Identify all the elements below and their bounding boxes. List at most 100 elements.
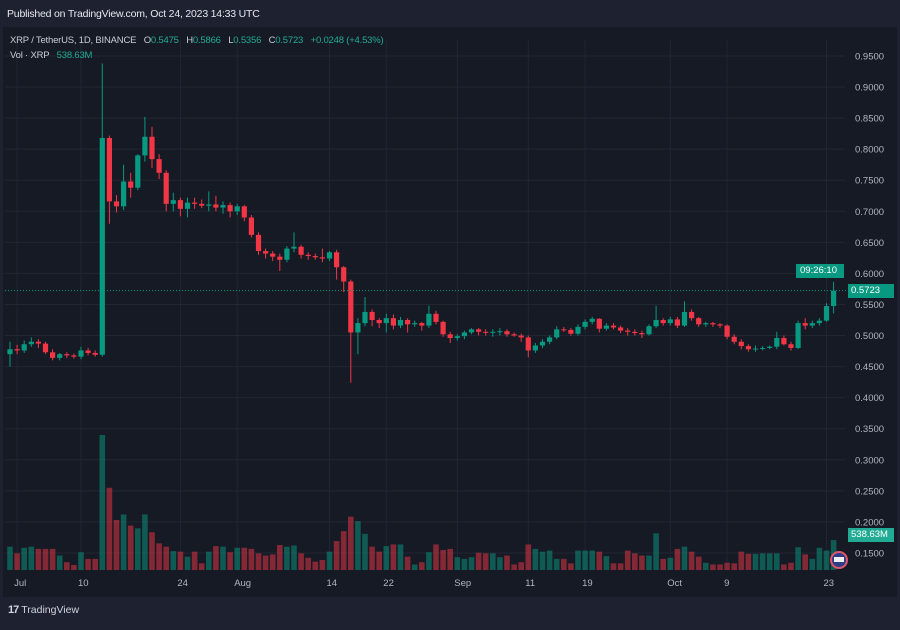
candle[interactable] [582, 319, 588, 330]
candle[interactable] [277, 253, 283, 271]
candle[interactable] [710, 321, 716, 327]
candle[interactable] [42, 341, 49, 355]
candle[interactable] [454, 334, 460, 341]
candle[interactable] [603, 323, 609, 331]
candle[interactable] [490, 329, 496, 337]
candle[interactable] [483, 329, 489, 336]
candle[interactable] [774, 331, 780, 350]
candle[interactable] [113, 195, 120, 213]
candle[interactable] [589, 316, 595, 325]
candle[interactable] [7, 341, 13, 367]
candle[interactable] [334, 249, 340, 280]
candle[interactable] [461, 330, 467, 340]
candle[interactable] [263, 248, 269, 259]
tradingview-logo-icon[interactable]: 17 [8, 604, 19, 616]
candle[interactable] [696, 316, 702, 327]
candle[interactable] [554, 326, 560, 340]
candle[interactable] [14, 344, 20, 355]
candle[interactable] [64, 352, 70, 358]
candle[interactable] [241, 205, 247, 222]
candle[interactable] [319, 248, 325, 263]
candle[interactable] [170, 192, 176, 212]
candle[interactable] [35, 339, 41, 348]
candle[interactable] [412, 320, 418, 327]
candle[interactable] [760, 346, 766, 351]
candle[interactable] [405, 318, 411, 333]
candle[interactable] [731, 334, 737, 345]
candle[interactable] [419, 321, 425, 331]
candle[interactable] [504, 329, 510, 337]
candle[interactable] [745, 344, 751, 352]
candle[interactable] [227, 202, 233, 218]
candle[interactable] [497, 328, 503, 336]
candle[interactable] [525, 335, 531, 358]
candle[interactable] [163, 170, 169, 212]
candle[interactable] [121, 164, 127, 211]
candle[interactable] [362, 297, 368, 327]
candle[interactable] [192, 197, 198, 209]
candle[interactable] [433, 310, 439, 325]
candle[interactable] [50, 349, 56, 361]
candle[interactable] [681, 301, 688, 327]
candle[interactable] [341, 265, 347, 293]
candle[interactable] [653, 305, 659, 329]
candle[interactable] [390, 314, 396, 330]
candle[interactable] [717, 323, 723, 329]
candle[interactable] [724, 324, 730, 340]
candle[interactable] [511, 332, 517, 337]
candle[interactable] [128, 172, 134, 198]
candle[interactable] [689, 309, 695, 321]
candle[interactable] [781, 335, 787, 346]
candle[interactable] [752, 345, 759, 352]
candle[interactable] [177, 197, 183, 217]
candle[interactable] [610, 323, 617, 330]
candle[interactable] [625, 328, 631, 336]
candle[interactable] [78, 346, 84, 360]
candle[interactable] [632, 329, 638, 336]
candle[interactable] [703, 321, 709, 327]
candle[interactable] [809, 320, 815, 329]
candle[interactable] [57, 352, 63, 361]
candle[interactable] [788, 341, 794, 351]
candle[interactable] [234, 203, 240, 216]
candle[interactable] [568, 328, 574, 336]
chart-panel[interactable] [3, 27, 897, 597]
candle[interactable] [305, 252, 311, 260]
candle[interactable] [440, 320, 446, 337]
candle[interactable] [284, 246, 290, 263]
candle[interactable] [547, 335, 553, 345]
candle[interactable] [518, 333, 524, 342]
candle[interactable] [674, 316, 680, 329]
candle[interactable] [561, 326, 567, 332]
candle[interactable] [816, 318, 822, 326]
candle[interactable] [92, 350, 98, 357]
candle[interactable] [156, 154, 162, 179]
candle[interactable] [220, 201, 226, 214]
candle[interactable] [71, 353, 77, 359]
candle[interactable] [135, 154, 141, 191]
candle[interactable] [184, 197, 191, 218]
candle[interactable] [291, 232, 297, 253]
candle[interactable] [142, 116, 148, 162]
candle[interactable] [312, 253, 318, 260]
candle[interactable] [596, 318, 602, 333]
candle[interactable] [99, 63, 105, 357]
candle[interactable] [667, 316, 673, 326]
candle[interactable] [426, 305, 432, 329]
candle[interactable] [738, 339, 744, 350]
candle[interactable] [447, 331, 453, 343]
candle[interactable] [823, 303, 830, 322]
candle[interactable] [767, 345, 773, 350]
candle[interactable] [639, 330, 645, 339]
candle[interactable] [106, 135, 112, 224]
candle[interactable] [28, 337, 34, 347]
candle[interactable] [255, 232, 262, 255]
candle[interactable] [468, 328, 475, 335]
candle[interactable] [575, 324, 581, 336]
candle[interactable] [85, 347, 91, 356]
candle[interactable] [348, 279, 354, 383]
candle[interactable] [369, 309, 375, 327]
candle[interactable] [539, 339, 546, 348]
candle[interactable] [213, 195, 219, 212]
